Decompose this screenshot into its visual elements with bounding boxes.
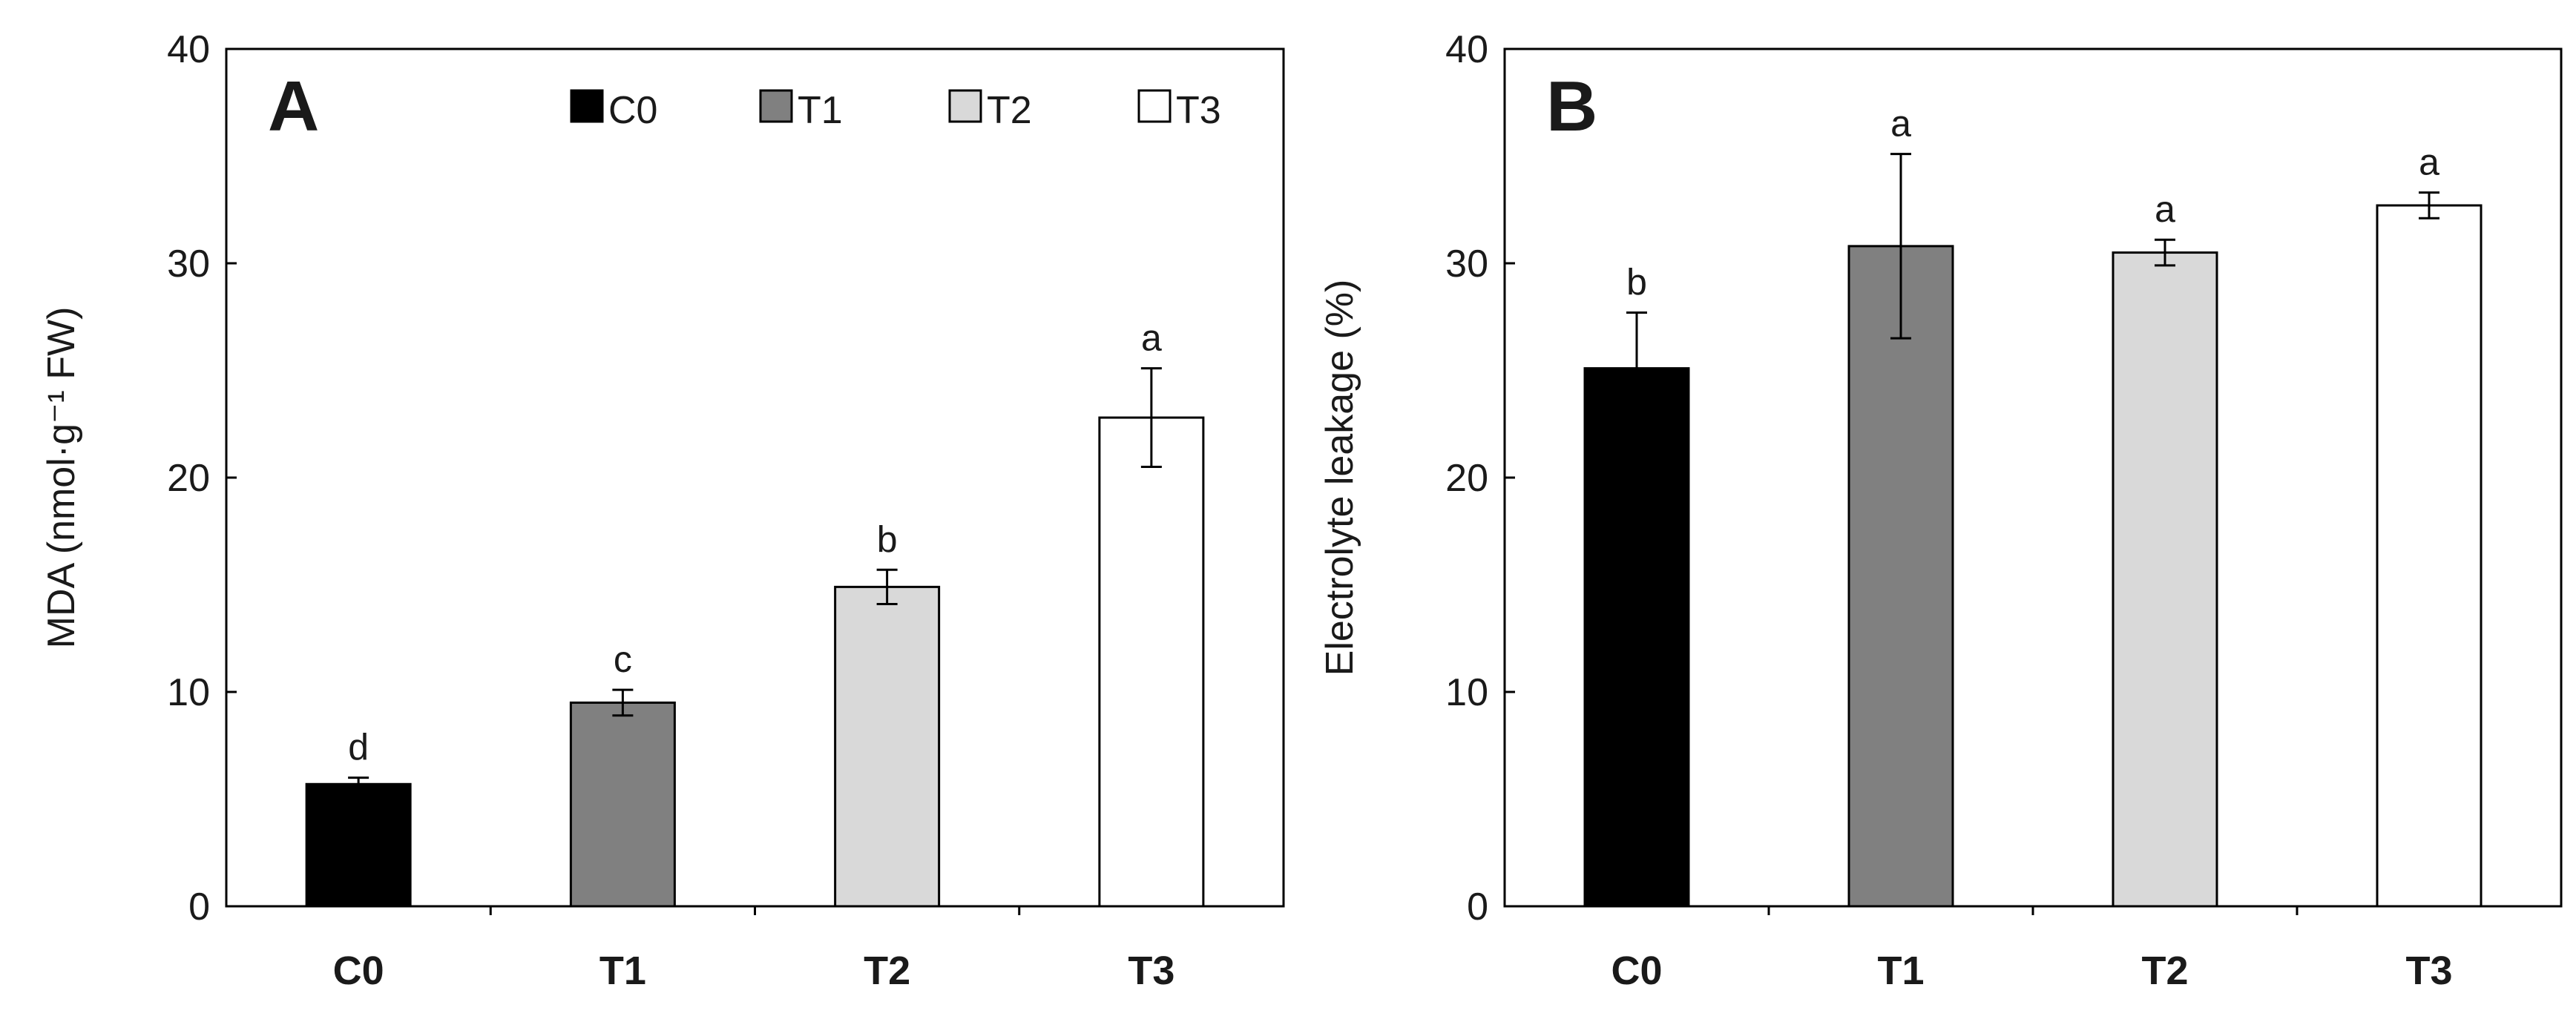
y-tick-label: 10 [167, 671, 210, 714]
y-tick-label: 30 [167, 243, 210, 286]
significance-label: d [348, 727, 369, 768]
significance-label: c [614, 639, 632, 680]
x-category-label: T1 [1877, 949, 1924, 993]
y-tick-label: 20 [1445, 457, 1488, 500]
significance-label: b [1626, 261, 1647, 303]
bar-t3 [1098, 416, 1205, 908]
bar-c0 [1583, 367, 1690, 908]
legend-swatch-t1 [759, 89, 793, 123]
panel-letter: A [268, 67, 319, 146]
legend-label: T2 [987, 89, 1032, 132]
y-tick-label: 0 [188, 886, 210, 929]
bar-t3 [2376, 204, 2483, 908]
y-tick-label: 30 [1445, 243, 1488, 286]
panel-a-chart: 0 10 20 30 40 MDA (nmol·g⁻¹ FW) d C0 c T1 b T2 a T3 A C… [40, 28, 1285, 993]
y-axis-title: Electrolyte leakage (%) [1318, 280, 1361, 676]
bar-t2 [2112, 251, 2218, 908]
y-tick-label: 40 [167, 28, 210, 71]
x-category-label: T2 [864, 949, 910, 993]
x-category-label: T2 [2141, 949, 2188, 993]
legend-swatch-t3 [1137, 89, 1172, 123]
legend: C0 T1 T2 T3 [570, 89, 1221, 132]
bar-c0 [305, 782, 412, 908]
x-category-label: T3 [1128, 949, 1174, 993]
y-tick-label: 0 [1467, 886, 1488, 929]
y-tick-label: 40 [1445, 28, 1488, 71]
x-category-label: C0 [333, 949, 384, 993]
legend-label: T3 [1176, 89, 1221, 132]
legend-label: C0 [608, 89, 657, 132]
significance-label: b [877, 518, 898, 560]
legend-swatch-t2 [948, 89, 982, 123]
bar-t1 [569, 701, 676, 908]
y-axis-title: MDA (nmol·g⁻¹ FW) [40, 307, 83, 649]
significance-label: a [2419, 142, 2439, 183]
significance-label: a [1890, 103, 1911, 145]
bar-t2 [834, 585, 941, 908]
x-category-label: T3 [2405, 949, 2452, 993]
y-tick-label: 20 [167, 457, 210, 500]
significance-label: a [2155, 188, 2175, 230]
x-category-label: C0 [1611, 949, 1662, 993]
legend-swatch-c0 [570, 89, 604, 123]
x-category-label: T1 [599, 949, 646, 993]
significance-label: a [1141, 317, 1162, 359]
legend-label: T1 [798, 89, 843, 132]
panel-letter: B [1546, 67, 1597, 146]
bar-t1 [1847, 245, 1954, 908]
panel-b-chart: 0 10 20 30 40 Electrolyte leakage (%) b C0 a T1 a T… [1318, 28, 2563, 993]
y-tick-label: 10 [1445, 671, 1488, 714]
